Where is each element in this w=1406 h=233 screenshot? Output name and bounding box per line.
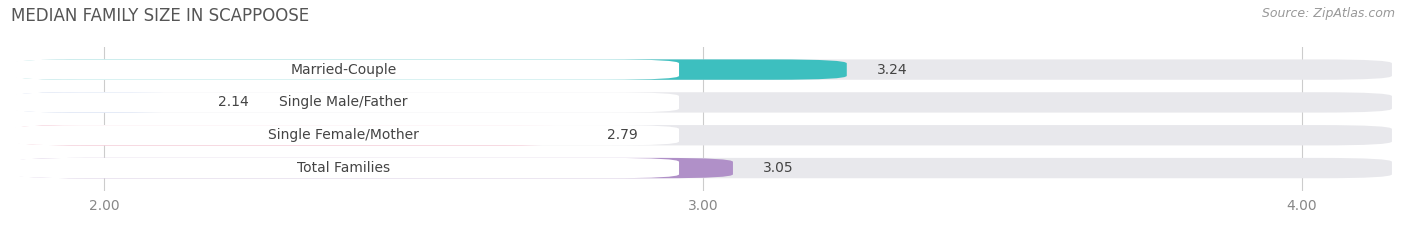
Text: 2.79: 2.79	[607, 128, 638, 142]
FancyBboxPatch shape	[14, 92, 1392, 113]
Text: 3.24: 3.24	[877, 63, 907, 77]
FancyBboxPatch shape	[14, 125, 578, 145]
FancyBboxPatch shape	[14, 125, 1392, 145]
Text: 3.05: 3.05	[763, 161, 793, 175]
Text: Single Female/Mother: Single Female/Mother	[269, 128, 419, 142]
Text: Married-Couple: Married-Couple	[291, 63, 396, 77]
Text: Single Male/Father: Single Male/Father	[280, 96, 408, 110]
FancyBboxPatch shape	[8, 125, 679, 145]
Text: Total Families: Total Families	[297, 161, 389, 175]
FancyBboxPatch shape	[8, 59, 679, 80]
FancyBboxPatch shape	[14, 92, 188, 113]
FancyBboxPatch shape	[14, 158, 733, 178]
FancyBboxPatch shape	[14, 59, 846, 80]
FancyBboxPatch shape	[14, 59, 1392, 80]
Text: MEDIAN FAMILY SIZE IN SCAPPOOSE: MEDIAN FAMILY SIZE IN SCAPPOOSE	[11, 7, 309, 25]
Text: Source: ZipAtlas.com: Source: ZipAtlas.com	[1261, 7, 1395, 20]
Text: 2.14: 2.14	[218, 96, 249, 110]
FancyBboxPatch shape	[8, 92, 679, 113]
FancyBboxPatch shape	[14, 158, 1392, 178]
FancyBboxPatch shape	[8, 158, 679, 178]
